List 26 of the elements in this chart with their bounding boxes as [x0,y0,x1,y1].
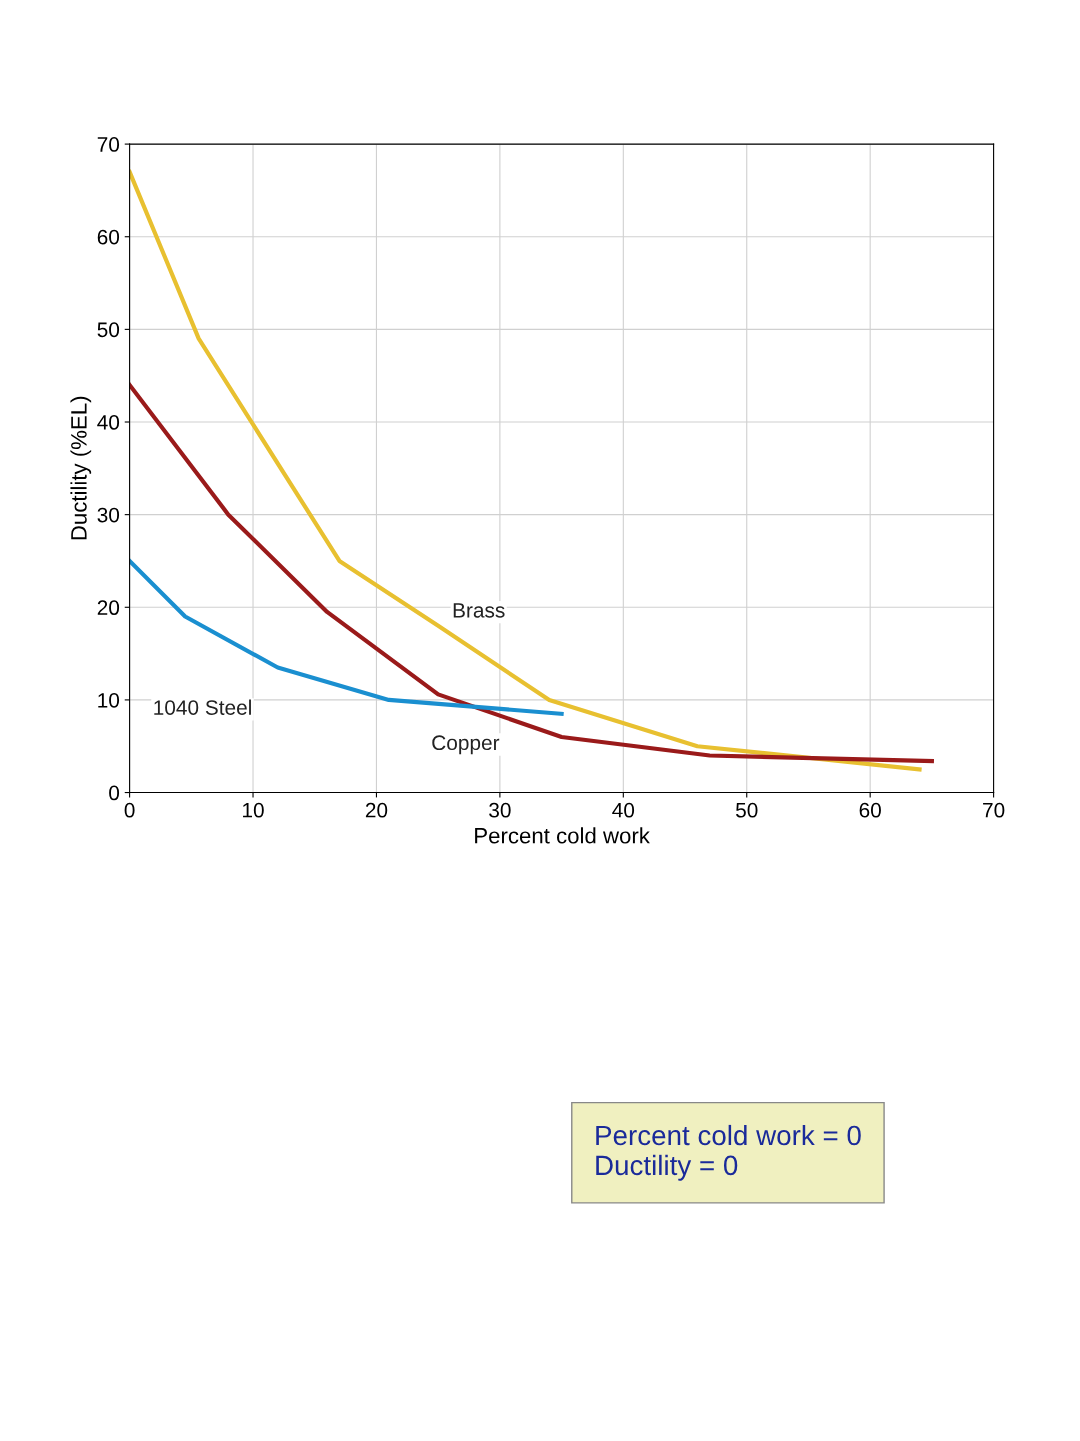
line-series [129,169,922,772]
text: Ductility = 0 [596,1154,738,1181]
x-tick-label: 10 [243,802,264,818]
text: Percent cold work = 0 [596,1124,861,1146]
x-tick-label: 20 [365,802,388,818]
x-tick-label: 60 [859,802,881,818]
series-label: Brass [453,603,505,618]
y-tick-label: 20 [97,600,120,616]
x-tick-label: 40 [612,802,635,818]
x-tick-label: 70 [983,802,1005,818]
y-tick-label: 30 [97,507,120,523]
y-tick-label: 60 [97,229,120,245]
y-tick-label: 10 [98,692,120,708]
line-series [129,382,934,764]
line-series [129,558,564,716]
x-tick-label: 50 [735,802,758,818]
x-tick-label: 0 [124,802,135,818]
x-tick-label: 30 [489,802,511,818]
y-tick-label: 40 [97,415,120,430]
series-label: 1040 Steel [154,699,251,715]
y-tick-label: 0 [109,785,120,801]
y-axis-title: Ductility (%EL) [70,396,92,540]
y-tick-label: 70 [97,137,120,152]
x-axis-title: Percent cold work [475,827,650,844]
y-tick-label: 50 [97,322,120,338]
series-label: Copper [432,735,500,755]
